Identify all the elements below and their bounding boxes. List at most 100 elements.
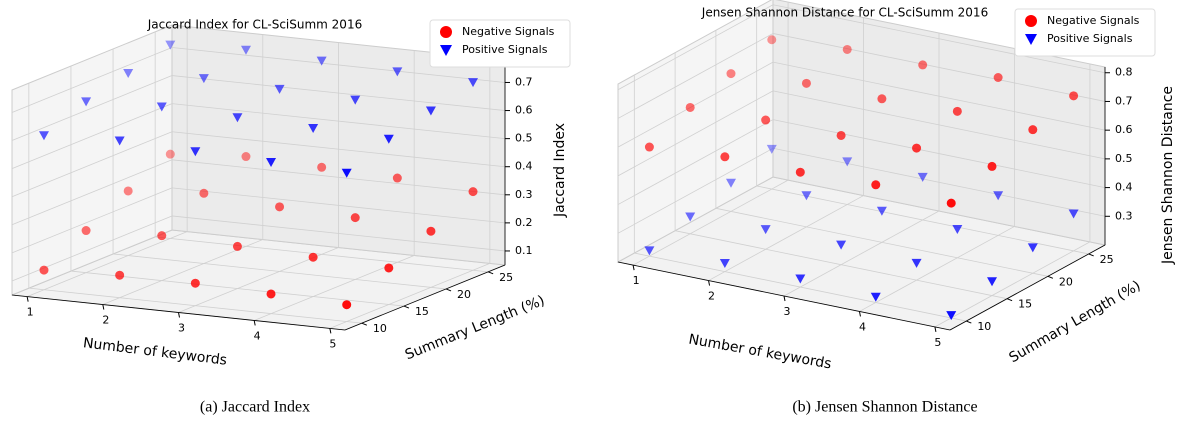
point xyxy=(392,67,403,77)
x-tick-label: 4 xyxy=(859,320,866,333)
x-tick xyxy=(632,264,635,271)
z-axis-label: Jaccard Index xyxy=(552,123,568,218)
point xyxy=(952,225,963,235)
point xyxy=(350,95,361,105)
point xyxy=(350,213,360,223)
z-tick-label: 0.7 xyxy=(515,75,533,88)
point xyxy=(275,202,285,212)
point xyxy=(190,147,201,157)
x-tick-label: 2 xyxy=(102,314,109,327)
z-tick-label: 0.6 xyxy=(1115,123,1133,136)
point xyxy=(946,311,957,321)
point xyxy=(123,69,134,79)
legend-box xyxy=(429,19,571,68)
point xyxy=(917,172,928,182)
point xyxy=(871,180,881,190)
point xyxy=(266,289,276,299)
point xyxy=(240,45,251,55)
point xyxy=(392,173,402,183)
y-tick-label: 15 xyxy=(1018,298,1032,311)
point xyxy=(987,161,997,171)
point xyxy=(946,198,956,208)
grid-line xyxy=(11,47,173,113)
x-tick-label: 5 xyxy=(329,337,336,350)
x-tick xyxy=(102,304,105,310)
legend-label: Negative Signals xyxy=(462,25,555,38)
point xyxy=(316,56,327,66)
point xyxy=(39,265,49,275)
grid-line xyxy=(171,131,506,168)
grid-line xyxy=(756,185,1089,255)
x-tick-label: 3 xyxy=(178,322,185,335)
y-tick xyxy=(403,305,410,309)
grid-line xyxy=(617,4,774,91)
z-tick-label: 0.3 xyxy=(515,188,533,201)
grid-line xyxy=(11,159,173,226)
caption: (a) Jaccard Index xyxy=(200,399,310,416)
grid-line xyxy=(708,195,864,281)
point xyxy=(425,106,436,116)
grid-line xyxy=(155,236,489,273)
point xyxy=(81,226,91,236)
point xyxy=(912,143,922,153)
point xyxy=(870,292,881,302)
point xyxy=(836,130,846,140)
axis-line xyxy=(617,261,951,331)
grid-line xyxy=(617,90,774,177)
grid-line xyxy=(934,241,1091,328)
point xyxy=(114,136,125,146)
grid-line xyxy=(772,61,1106,131)
z-tick-label: 0.8 xyxy=(1115,66,1133,79)
legend-marker xyxy=(1025,34,1037,45)
point xyxy=(115,270,125,280)
z-tick-label: 0.6 xyxy=(515,104,533,117)
legend-marker xyxy=(1025,15,1037,27)
grid-line xyxy=(28,287,362,324)
grid-line xyxy=(715,207,1048,277)
y-tick-label: 15 xyxy=(415,305,429,318)
x-tick-label: 3 xyxy=(784,305,791,318)
grid-line xyxy=(11,75,173,141)
z-tick-label: 0.5 xyxy=(1115,152,1133,165)
grid-line xyxy=(632,179,789,266)
y-tick-label: 25 xyxy=(1100,253,1114,266)
y-tick xyxy=(361,322,368,326)
y-axis-label: Summary Length (%) xyxy=(1006,278,1143,366)
point xyxy=(987,277,998,287)
side-pane xyxy=(11,24,173,296)
x-tick-label: 4 xyxy=(254,329,261,342)
point xyxy=(918,60,928,70)
legend-label: Positive Signals xyxy=(1047,32,1133,45)
point xyxy=(1069,91,1079,101)
grid-line xyxy=(634,252,967,322)
point xyxy=(341,168,352,178)
point xyxy=(266,157,277,167)
grid-line xyxy=(171,103,506,140)
grid-line xyxy=(113,253,447,290)
legend-label: Negative Signals xyxy=(1047,14,1140,27)
point xyxy=(767,35,777,45)
point xyxy=(342,300,352,310)
point xyxy=(842,157,853,167)
grid-line xyxy=(772,4,1106,74)
caption: (b) Jensen Shannon Distance xyxy=(792,399,977,416)
legend-box xyxy=(1014,8,1156,57)
point xyxy=(123,186,133,196)
x-tick-label: 2 xyxy=(708,290,715,303)
x-tick xyxy=(26,296,29,302)
point xyxy=(165,40,176,50)
z-tick-label: 0.4 xyxy=(515,160,533,173)
point xyxy=(952,106,962,116)
grid-line xyxy=(617,33,774,119)
z-tick-label: 0.2 xyxy=(515,216,533,229)
x-tick xyxy=(708,280,711,286)
x-tick-label: 5 xyxy=(934,336,941,349)
legend-label: Positive Signals xyxy=(462,43,548,56)
z-axis-label: Jensen Shannon Distance xyxy=(1160,86,1176,265)
point xyxy=(1068,209,1079,219)
point xyxy=(232,113,243,123)
chart-title: Jaccard Index for CL-SciSumm 2016 xyxy=(147,18,362,32)
y-tick-label: 20 xyxy=(457,288,471,301)
point xyxy=(384,263,394,273)
